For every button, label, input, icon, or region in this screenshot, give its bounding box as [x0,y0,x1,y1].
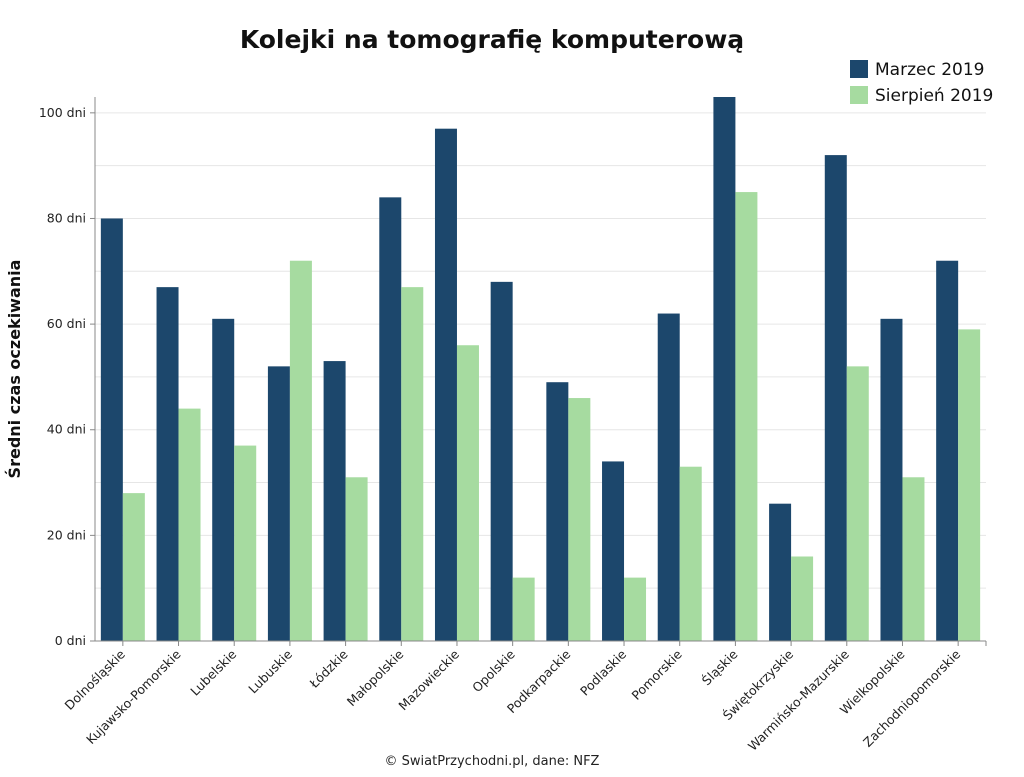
bar-marzec [769,503,792,641]
bar-marzec [936,260,959,641]
legend-label-marzec: Marzec 2019 [875,60,984,80]
x-tick-label: Łódzkie [306,646,351,691]
legend-swatch-sierpien [850,86,868,104]
bar-sierpien [401,287,424,641]
bar-sierpien [958,329,981,641]
x-tick-label: Pomorskie [629,646,686,703]
bar-marzec [379,197,402,641]
legend-label-sierpien: Sierpień 2019 [875,86,993,106]
bar-sierpien [122,493,145,641]
bars [100,97,981,642]
bar-marzec [267,366,290,641]
bar-sierpien [791,556,814,641]
bar-marzec [602,461,625,641]
bar-marzec [434,128,457,641]
bar-sierpien [345,477,368,641]
y-tick-label: 20 dni [47,527,86,542]
axes [94,97,986,642]
bar-sierpien [846,366,869,641]
x-tick-label: Lubelskie [187,646,239,698]
bar-sierpien [178,408,201,641]
bar-sierpien [234,445,257,641]
x-tick-label: Opolskie [469,646,518,695]
bar-marzec [156,287,179,641]
y-tick-label: 100 dni [39,105,86,120]
bar-marzec [713,97,736,641]
x-tick-label: Warmińsko-Mazurskie [745,646,852,753]
x-tick-label: Kujawsko-Pomorskie [83,646,184,747]
bar-marzec [546,382,569,641]
bar-sierpien [289,260,312,641]
bar-sierpien [624,577,647,641]
x-tick-label: Lubuskie [245,646,295,696]
x-tick-label: Śląskie [699,646,741,688]
bar-marzec [323,361,346,641]
y-ticks: 0 dni 20 dni 40 dni 60 dni 80 dni 100 dni [39,105,95,648]
bar-sierpien [735,192,758,641]
y-tick-label: 0 dni [55,633,86,648]
bar-marzec [657,313,680,641]
bar-marzec [824,155,847,641]
bar-sierpien [512,577,535,641]
bar-sierpien [456,345,479,641]
bar-marzec [880,318,903,641]
legend: Marzec 2019 Sierpień 2019 [850,60,993,106]
bar-sierpien [679,466,702,641]
legend-swatch-marzec [850,60,868,78]
bar-marzec [100,218,123,642]
bar-sierpien [568,398,591,641]
y-tick-label: 80 dni [47,210,86,225]
x-tick-label: Podlaskie [577,646,629,698]
y-tick-label: 40 dni [47,422,86,437]
bar-marzec [212,318,235,641]
x-tick-label: Zachodniopomorskie [860,646,964,750]
y-axis-label: Średni czas oczekiwania [5,260,24,479]
source-credit: © SwiatPrzychodni.pl, dane: NFZ [385,754,600,769]
bar-sierpien [902,477,925,641]
bar-marzec [490,281,513,641]
chart-title: Kolejki na tomografię komputerową [240,25,744,54]
y-tick-label: 60 dni [47,316,86,331]
